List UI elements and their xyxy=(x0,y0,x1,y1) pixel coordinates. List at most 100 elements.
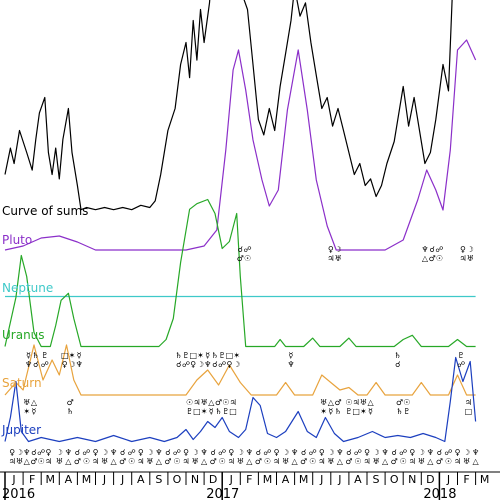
month-label: J xyxy=(229,473,233,486)
aspect-glyph: ☌ xyxy=(395,360,400,369)
series-line-jupiter xyxy=(4,356,477,443)
aspect-glyph: ☌ xyxy=(120,448,125,457)
aspect-glyph: ☍ xyxy=(218,360,226,369)
aspect-glyph: △ xyxy=(156,457,163,466)
aspect-glyph: △ xyxy=(111,457,118,466)
aspect-glyph: ☿ xyxy=(77,351,82,360)
aspect-glyphs: ☌♂☍☉♀♃☽♅♆△☌♂☍☉♀♃☽♅☿♆♄☌♇☍□♀✶☽☿♆♄☌♇☍□♀✶☽☿♆… xyxy=(9,245,480,466)
aspect-glyph: ☌ xyxy=(212,360,217,369)
aspect-glyph: ♂ xyxy=(67,398,74,407)
aspect-glyph: △ xyxy=(208,398,215,407)
aspect-glyph: ♂ xyxy=(215,398,222,407)
aspect-glyph: ♃ xyxy=(92,457,99,466)
month-label: A xyxy=(65,473,73,486)
aspect-glyph: ♀ xyxy=(62,360,68,369)
aspect-glyph: ☍ xyxy=(263,448,271,457)
aspect-glyph: ✶ xyxy=(197,351,204,360)
aspect-glyph: ☽ xyxy=(237,448,244,457)
aspect-glyph: ♅ xyxy=(101,457,108,466)
aspect-glyph: ♂ xyxy=(119,457,126,466)
month-label: M xyxy=(46,473,56,486)
aspect-glyph: ♆ xyxy=(23,448,30,457)
aspect-glyph: ♄ xyxy=(334,407,341,416)
aspect-glyph: ☉ xyxy=(173,457,180,466)
month-label: A xyxy=(354,473,362,486)
aspect-glyph: △ xyxy=(24,457,31,466)
aspect-glyph: ☉ xyxy=(354,457,361,466)
aspect-glyph: ☍ xyxy=(37,448,45,457)
aspect-glyph: ♅ xyxy=(463,457,470,466)
month-label: M xyxy=(82,473,92,486)
aspect-glyph: ♆ xyxy=(287,360,294,369)
aspect-glyph: ♅ xyxy=(334,254,341,263)
aspect-glyph: ♅ xyxy=(327,457,334,466)
series-line-saturn xyxy=(4,344,476,396)
month-label: J xyxy=(446,473,450,486)
series-label-uranus: Uranus xyxy=(2,328,45,342)
aspect-glyph: ☍ xyxy=(218,448,226,457)
series-line-uranus xyxy=(4,198,476,348)
aspect-glyph: ☉ xyxy=(309,457,316,466)
aspect-glyph: ☿ xyxy=(31,407,36,416)
aspect-glyph: ♆ xyxy=(76,360,83,369)
aspect-glyph: ☍ xyxy=(182,360,190,369)
aspect-glyph: △ xyxy=(422,254,429,263)
aspect-glyph: ✶ xyxy=(69,351,76,360)
aspect-glyph: ♀ xyxy=(228,448,234,457)
month-label: J xyxy=(120,473,124,486)
aspect-glyph: ♂ xyxy=(164,457,171,466)
month-label: D xyxy=(209,473,217,486)
aspect-glyph: ♀ xyxy=(274,448,280,457)
aspect-glyph: ♅ xyxy=(418,457,425,466)
aspect-glyph: ☌ xyxy=(210,448,215,457)
month-label: D xyxy=(426,473,434,486)
aspect-glyph: □ xyxy=(352,407,360,416)
aspect-glyph: ♃ xyxy=(465,398,472,407)
aspect-glyph: ☽ xyxy=(282,448,289,457)
aspect-glyph: □ xyxy=(226,351,234,360)
aspect-glyph: ♅ xyxy=(320,398,327,407)
aspect-glyph: ♂ xyxy=(345,457,352,466)
aspect-glyph: ☍ xyxy=(309,448,317,457)
aspect-glyph: ✶ xyxy=(233,351,240,360)
year-label: 2017 xyxy=(206,487,239,500)
aspect-glyph: ♅ xyxy=(360,398,367,407)
aspect-glyph: ♅ xyxy=(191,457,198,466)
aspect-glyph: ☌ xyxy=(33,360,38,369)
aspect-glyph: ♀ xyxy=(319,448,325,457)
aspect-glyph: ♀ xyxy=(190,360,196,369)
aspect-glyph: △ xyxy=(368,398,375,407)
aspect-glyph: ☌ xyxy=(165,448,170,457)
aspect-glyph: ♀ xyxy=(227,360,233,369)
aspect-glyph: ♂ xyxy=(436,457,443,466)
aspect-glyph: ☽ xyxy=(467,245,474,254)
aspect-glyph: △ xyxy=(337,457,344,466)
aspect-glyph: ♃ xyxy=(228,457,235,466)
aspect-glyph: △ xyxy=(328,398,335,407)
aspect-glyph: ☉ xyxy=(436,254,443,263)
aspect-glyph: ☉ xyxy=(264,457,271,466)
aspect-glyph: ♀ xyxy=(364,448,370,457)
aspect-glyph: ♀ xyxy=(93,448,99,457)
aspect-glyph: ☌ xyxy=(31,448,36,457)
aspect-glyph: ♇ xyxy=(345,407,352,416)
aspect-glyph: ♂ xyxy=(334,398,341,407)
aspect-glyph: △ xyxy=(473,457,480,466)
aspect-glyph: ♃ xyxy=(45,457,52,466)
aspect-glyph: □ xyxy=(465,407,473,416)
aspect-glyph: ♃ xyxy=(454,457,461,466)
aspect-glyph: ♃ xyxy=(363,457,370,466)
aspect-glyph: ☿ xyxy=(328,407,333,416)
year-label: 2018 xyxy=(423,487,456,500)
aspect-glyph: ♄ xyxy=(394,351,401,360)
month-label: F xyxy=(29,473,35,486)
aspect-glyph: ♆ xyxy=(65,448,72,457)
aspect-glyph: ☍ xyxy=(444,448,452,457)
aspect-glyph: ♂ xyxy=(210,457,217,466)
aspect-glyph: ☿ xyxy=(368,407,373,416)
aspect-glyph: ♅ xyxy=(56,457,63,466)
year-label: 2016 xyxy=(2,487,35,500)
month-label: M xyxy=(299,473,309,486)
aspect-glyph: ☽ xyxy=(372,448,379,457)
aspect-glyph: ♅ xyxy=(201,398,208,407)
